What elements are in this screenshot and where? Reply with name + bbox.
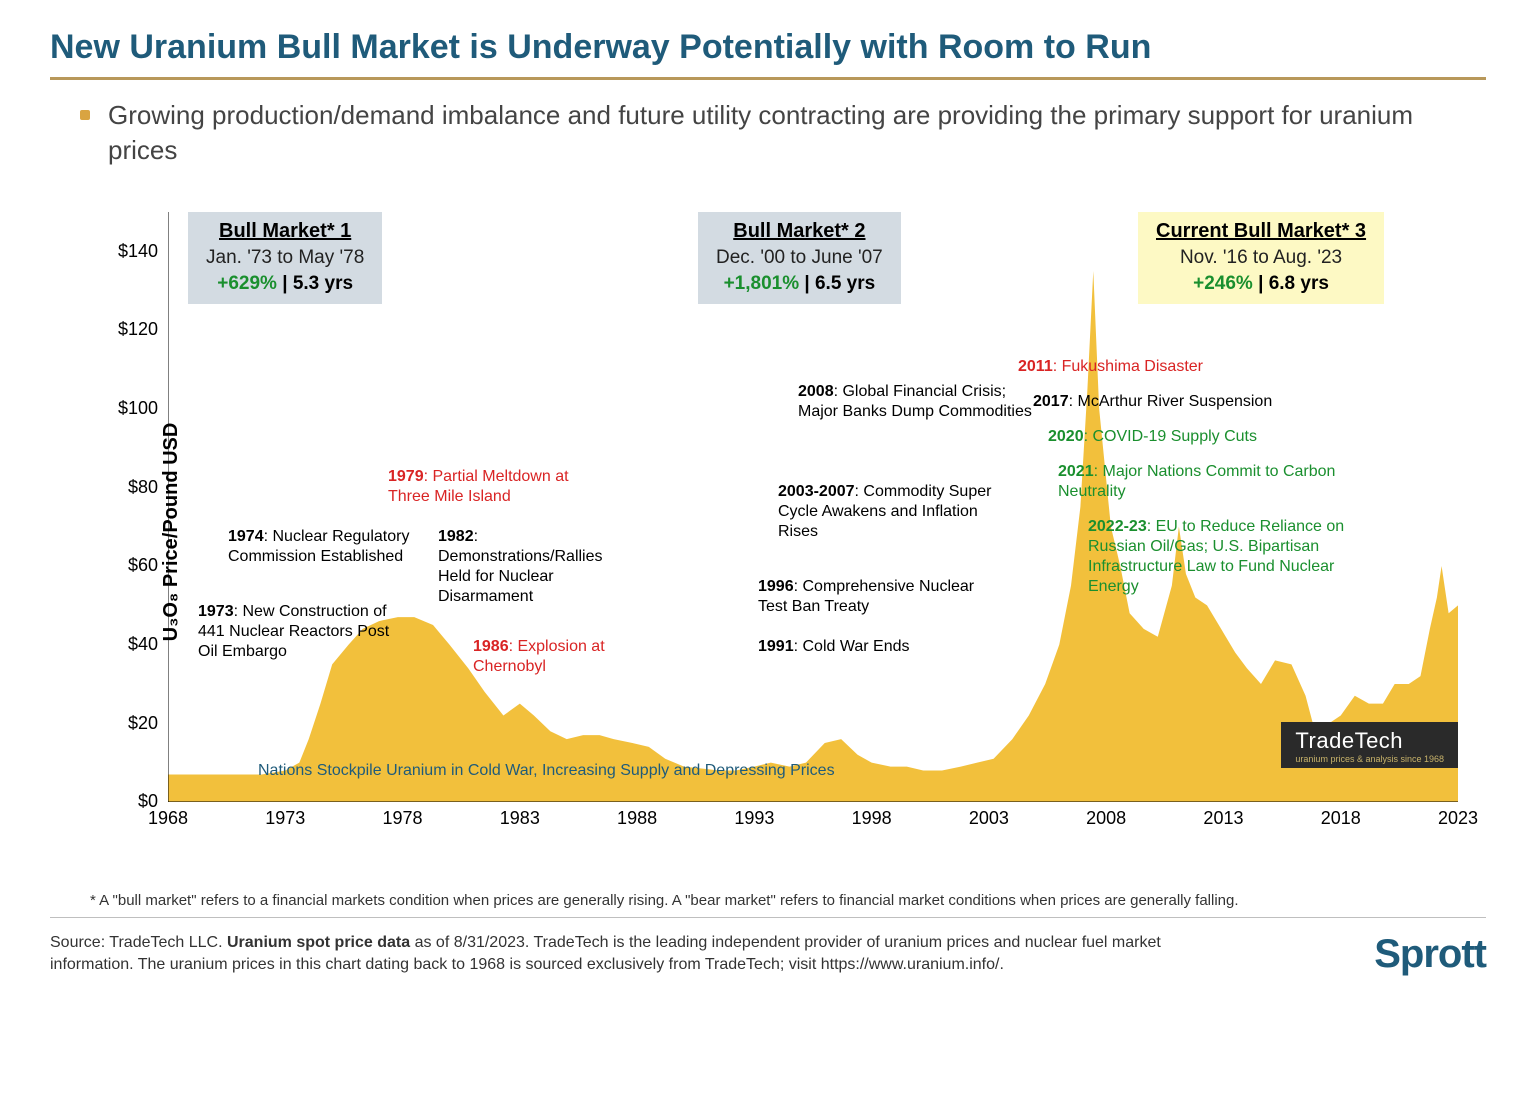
event-annotation: 1979: Partial Meltdown at Three Mile Isl… bbox=[388, 467, 588, 507]
price-chart: U₃O₈ Price/Pound USD $0$20$40$60$80$100$… bbox=[58, 182, 1478, 882]
event-annotation: 2008: Global Financial Crisis; Major Ban… bbox=[798, 382, 1038, 422]
x-tick: 1978 bbox=[383, 808, 423, 829]
bullet-text: Growing production/demand imbalance and … bbox=[108, 98, 1486, 168]
y-tick: $20 bbox=[128, 713, 158, 734]
bull-title: Bull Market* 2 bbox=[716, 218, 883, 245]
coldwar-note: Nations Stockpile Uranium in Cold War, I… bbox=[258, 762, 835, 780]
bull-market-box: Bull Market* 1Jan. '73 to May '78+629% |… bbox=[188, 212, 382, 304]
bull-stats: +629% | 5.3 yrs bbox=[206, 271, 364, 297]
bull-dates: Nov. '16 to Aug. '23 bbox=[1156, 245, 1366, 271]
x-tick: 1998 bbox=[852, 808, 892, 829]
x-tick: 2018 bbox=[1321, 808, 1361, 829]
y-tick: $80 bbox=[128, 477, 158, 498]
event-annotation: 1974: Nuclear Regulatory Commission Esta… bbox=[228, 527, 458, 567]
event-annotation: 2021: Major Nations Commit to Carbon Neu… bbox=[1058, 462, 1358, 502]
x-tick: 2013 bbox=[1203, 808, 1243, 829]
event-annotation: 1996: Comprehensive Nuclear Test Ban Tre… bbox=[758, 577, 998, 617]
y-tick: $100 bbox=[118, 398, 158, 419]
event-annotation: 2017: McArthur River Suspension bbox=[1033, 392, 1333, 412]
title-rule bbox=[50, 77, 1486, 80]
bull-market-box: Bull Market* 2Dec. '00 to June '07+1,801… bbox=[698, 212, 901, 304]
tradetech-name: TradeTech bbox=[1295, 728, 1444, 754]
source-text: Source: TradeTech LLC. Uranium spot pric… bbox=[50, 932, 1230, 975]
x-tick: 1983 bbox=[500, 808, 540, 829]
bull-stats: +246% | 6.8 yrs bbox=[1156, 271, 1366, 297]
event-annotation: 1986: Explosion at Chernobyl bbox=[473, 637, 643, 677]
bull-title: Current Bull Market* 3 bbox=[1156, 218, 1366, 245]
event-annotation: 1973: New Construction of 441 Nuclear Re… bbox=[198, 602, 408, 662]
x-tick: 2008 bbox=[1086, 808, 1126, 829]
tradetech-logo: TradeTech uranium prices & analysis sinc… bbox=[1281, 722, 1458, 768]
bull-dates: Dec. '00 to June '07 bbox=[716, 245, 883, 271]
bull-market-box: Current Bull Market* 3Nov. '16 to Aug. '… bbox=[1138, 212, 1384, 304]
bullmarket-footnote: * A "bull market" refers to a financial … bbox=[90, 892, 1486, 909]
event-annotation: 2022-23: EU to Reduce Reliance on Russia… bbox=[1088, 517, 1378, 597]
event-annotation: 1991: Cold War Ends bbox=[758, 637, 998, 657]
y-tick: $140 bbox=[118, 241, 158, 262]
tradetech-tagline: uranium prices & analysis since 1968 bbox=[1295, 754, 1444, 764]
x-tick: 1973 bbox=[265, 808, 305, 829]
x-tick: 2003 bbox=[969, 808, 1009, 829]
footer-rule bbox=[50, 917, 1486, 918]
bull-dates: Jan. '73 to May '78 bbox=[206, 245, 364, 271]
event-annotation: 2003-2007: Commodity Super Cycle Awakens… bbox=[778, 482, 1018, 542]
sprott-logo: Sprott bbox=[1374, 932, 1486, 977]
y-tick: $60 bbox=[128, 555, 158, 576]
event-annotation: 2020: COVID-19 Supply Cuts bbox=[1048, 427, 1348, 447]
bull-stats: +1,801% | 6.5 yrs bbox=[716, 271, 883, 297]
x-tick: 1993 bbox=[734, 808, 774, 829]
event-annotation: 1982: Demonstrations/Rallies Held for Nu… bbox=[438, 527, 638, 607]
x-tick: 1988 bbox=[617, 808, 657, 829]
bullet-icon bbox=[80, 110, 90, 120]
bull-title: Bull Market* 1 bbox=[206, 218, 364, 245]
event-annotation: 2011: Fukushima Disaster bbox=[1018, 357, 1278, 377]
y-tick: $120 bbox=[118, 319, 158, 340]
x-tick: 1968 bbox=[148, 808, 188, 829]
x-tick: 2023 bbox=[1438, 808, 1478, 829]
page-title: New Uranium Bull Market is Underway Pote… bbox=[50, 28, 1486, 67]
y-tick: $40 bbox=[128, 634, 158, 655]
intro-bullet: Growing production/demand imbalance and … bbox=[50, 98, 1486, 168]
